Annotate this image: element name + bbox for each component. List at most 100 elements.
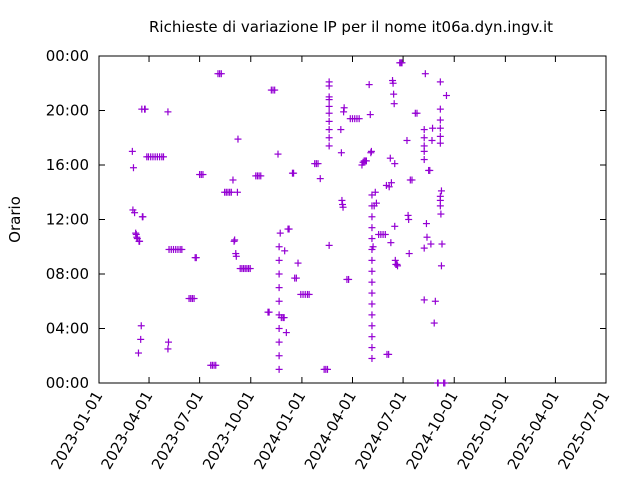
- data-point: [275, 284, 283, 292]
- y-axis-label: Orario: [6, 196, 24, 243]
- data-point: [280, 314, 288, 322]
- data-point: [391, 222, 399, 230]
- data-point: [420, 134, 428, 142]
- data-point: [275, 365, 283, 373]
- data-point: [227, 188, 235, 196]
- data-point: [368, 289, 376, 297]
- data-point: [257, 172, 265, 180]
- data-point: [368, 235, 376, 243]
- y-tick-label: 16:00: [46, 156, 89, 174]
- data-point: [368, 344, 376, 352]
- data-point: [217, 70, 225, 78]
- data-point: [275, 256, 283, 264]
- data-point: [190, 295, 198, 303]
- data-point: [340, 104, 348, 112]
- data-point: [265, 308, 273, 316]
- data-point: [389, 79, 397, 87]
- x-tick-label: 2023-04-01: [97, 388, 156, 473]
- data-point: [131, 209, 139, 217]
- plot-frame: [98, 55, 607, 384]
- data-point: [436, 202, 444, 210]
- chart-title: Richieste di variazione IP per il nome i…: [149, 18, 553, 36]
- data-point: [421, 70, 429, 78]
- x-tick-label: 2024-10-01: [403, 388, 462, 473]
- x-tick-label: 2025-01-01: [454, 388, 513, 473]
- data-point: [430, 319, 438, 327]
- data-point: [325, 117, 333, 125]
- data-point: [394, 262, 402, 270]
- data-point: [390, 100, 398, 108]
- data-point: [137, 322, 145, 330]
- data-point: [164, 108, 172, 116]
- data-point: [325, 82, 333, 90]
- data-point: [368, 224, 376, 232]
- data-point: [292, 274, 300, 282]
- data-point: [366, 111, 374, 119]
- data-point: [275, 270, 283, 278]
- data-point: [368, 354, 376, 362]
- data-point: [438, 240, 446, 248]
- data-point: [426, 166, 434, 174]
- data-points: [128, 59, 450, 387]
- data-point: [442, 92, 450, 100]
- data-point: [234, 135, 242, 143]
- data-point: [325, 96, 333, 104]
- data-point: [371, 188, 379, 196]
- data-point: [305, 290, 313, 298]
- data-point: [429, 124, 437, 132]
- data-point: [422, 220, 430, 228]
- data-point: [431, 297, 439, 305]
- y-tick-label: 04:00: [46, 320, 89, 338]
- data-point: [316, 175, 324, 183]
- data-point: [323, 365, 331, 373]
- data-point: [325, 102, 333, 110]
- data-point: [437, 262, 445, 270]
- data-point: [387, 239, 395, 247]
- data-point: [159, 153, 167, 161]
- x-tick-label: 2025-04-01: [504, 388, 563, 473]
- data-point: [436, 132, 444, 140]
- x-tick-label: 2023-07-01: [148, 388, 207, 473]
- data-point: [436, 78, 444, 86]
- data-point: [368, 300, 376, 308]
- data-point: [408, 176, 416, 184]
- data-point: [437, 210, 445, 218]
- data-point: [420, 296, 428, 304]
- data-point: [427, 240, 435, 248]
- data-point: [290, 169, 298, 177]
- data-point: [403, 136, 411, 144]
- data-point: [367, 147, 375, 155]
- data-point: [274, 150, 282, 158]
- data-point: [420, 156, 428, 164]
- data-point: [436, 139, 444, 147]
- data-point: [368, 333, 376, 341]
- data-point: [368, 311, 376, 319]
- data-point: [136, 237, 144, 245]
- data-point: [164, 345, 172, 353]
- data-point: [192, 254, 200, 262]
- x-tick-label: 2023-10-01: [199, 388, 258, 473]
- data-point: [199, 171, 207, 179]
- data-point: [369, 243, 377, 251]
- data-point: [178, 245, 186, 253]
- data-point: [436, 124, 444, 132]
- data-point: [387, 179, 395, 187]
- data-point: [405, 216, 413, 223]
- x-tick-label: 2024-01-01: [250, 388, 309, 473]
- data-point: [282, 329, 290, 337]
- x-tick-label: 2025-07-01: [554, 388, 613, 473]
- data-point: [275, 325, 283, 332]
- data-point: [232, 252, 240, 260]
- y-tick-label: 12:00: [46, 211, 89, 229]
- data-point: [212, 361, 220, 369]
- data-point: [339, 203, 347, 211]
- data-point: [128, 147, 136, 155]
- data-point: [275, 297, 283, 305]
- x-tick-label: 2024-04-01: [301, 388, 360, 473]
- data-point: [368, 322, 376, 330]
- data-point: [275, 352, 283, 360]
- data-point: [372, 199, 380, 207]
- data-point: [325, 109, 333, 117]
- data-point: [441, 379, 449, 387]
- data-point: [436, 116, 444, 124]
